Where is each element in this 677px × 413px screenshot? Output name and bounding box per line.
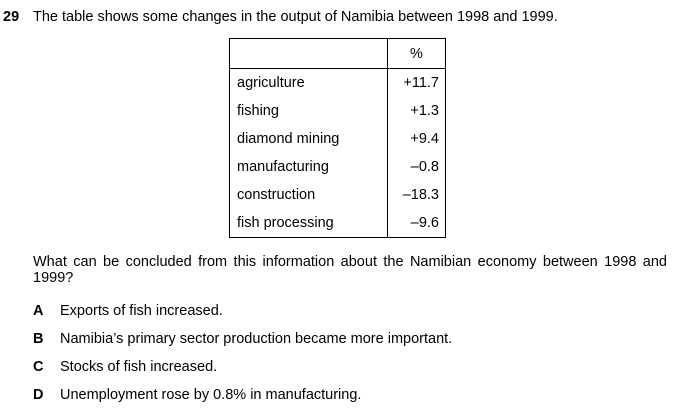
option-text: Stocks of fish increased. <box>60 359 218 375</box>
table-row: agriculture +11.7 <box>229 68 446 97</box>
sector-cell: manufacturing <box>229 153 388 181</box>
table-row: manufacturing –0.8 <box>229 153 446 181</box>
table-header-row: % <box>229 38 446 69</box>
option-letter: C <box>33 359 44 375</box>
sector-cell: construction <box>229 181 388 209</box>
change-cell: –0.8 <box>410 159 439 175</box>
option-text: Namibia’s primary sector production beca… <box>60 331 453 347</box>
option-letter: A <box>33 303 44 319</box>
table-row: fishing +1.3 <box>229 97 446 125</box>
change-cell: +1.3 <box>410 103 439 119</box>
sector-cell: fishing <box>229 97 388 125</box>
table-row: construction –18.3 <box>229 181 446 209</box>
sector-cell: diamond mining <box>229 125 388 153</box>
option-letter: B <box>33 331 44 347</box>
change-cell: –9.6 <box>410 215 439 231</box>
table-row: fish processing –9.6 <box>229 209 446 238</box>
header-sector <box>229 38 388 69</box>
question-stem: The table shows some changes in the outp… <box>33 9 558 25</box>
option-letter: D <box>33 387 44 403</box>
change-cell: –18.3 <box>402 187 439 203</box>
sector-cell: fish processing <box>229 209 388 238</box>
output-change-table: % agriculture +11.7 fishing +1.3 diamond… <box>229 38 446 238</box>
change-cell: +9.4 <box>410 131 439 147</box>
header-percent: % <box>387 38 446 69</box>
change-cell: +11.7 <box>403 75 439 91</box>
question-prompt: What can be concluded from this informat… <box>33 254 667 286</box>
option-text: Unemployment rose by 0.8% in manufacturi… <box>60 387 362 403</box>
question-number: 29 <box>3 9 20 25</box>
option-text: Exports of fish increased. <box>60 303 223 319</box>
sector-cell: agriculture <box>229 68 388 97</box>
table-row: diamond mining +9.4 <box>229 125 446 153</box>
